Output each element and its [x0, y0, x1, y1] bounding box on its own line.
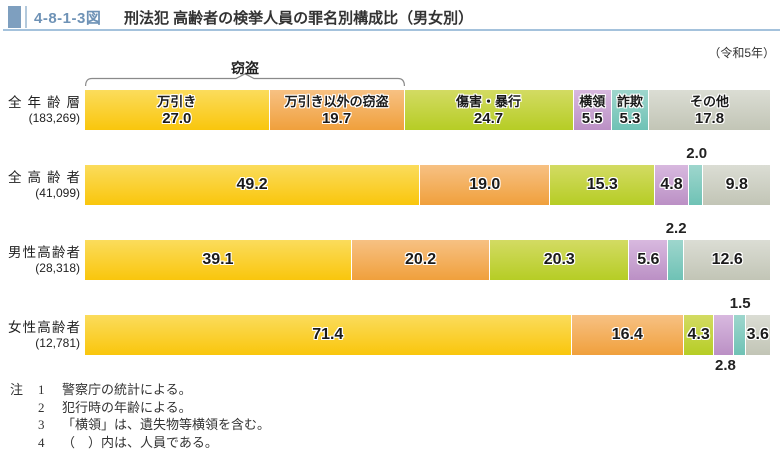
row-count: (41,099) [35, 185, 80, 200]
row-name: 女性高齢者 [8, 319, 80, 335]
segment-value-label: 16.4 [611, 326, 643, 343]
bar-segment: 4.3 [684, 315, 714, 355]
row-name: 男性高齢者 [8, 244, 80, 260]
footnote-number: 2 [38, 399, 45, 415]
segment-value-label-outside: 2.0 [686, 145, 708, 162]
figure-header: 4-8-1-3図 刑法犯 高齢者の検挙人員の罪名別構成比（男女別） [0, 0, 783, 31]
row-label: 全高齢者 (41,099) [0, 165, 80, 205]
figure-number: 4-8-1-3図 [34, 10, 102, 27]
bar-row: 全年齢層 (183,269) 万引き 27.0 万引き以外の窃盗 19.7 傷害・暴行 24.… [0, 90, 783, 130]
footnote-text: 「横領」は、遺失物等横領を含む。 [62, 417, 271, 432]
row-label: 全年齢層 (183,269) [0, 90, 80, 130]
segment-value-label: 5.5 [581, 109, 603, 127]
segment-value-label: 49.2 [236, 176, 268, 193]
bar-segment: 4.8 [655, 165, 688, 205]
bar-segment [668, 240, 684, 280]
segment-name-label: その他 [689, 93, 729, 109]
segment-value-label-outside: 2.2 [665, 220, 687, 237]
footnotes: 注 1 警察庁の統計による。 2 犯行時の年齢による。 3 「横領」は、遺失物等… [10, 381, 270, 451]
footnote-number: 1 [38, 382, 45, 397]
segment-value-label-outside: 1.5 [729, 295, 751, 312]
segment-name-label: 傷害・暴行 [456, 93, 522, 109]
segment-value-label: 17.8 [694, 109, 725, 127]
row-name: 全年齢層 [8, 94, 80, 110]
bar-segment [688, 165, 703, 205]
segment-value-label: 12.6 [711, 251, 743, 268]
bar-segment: 20.2 [351, 240, 490, 280]
theft-bracket-label: 窃盗 [231, 60, 259, 76]
footnote-line: 4 （ ）内は、人員である。 [10, 434, 270, 452]
segment-value-label: 20.3 [543, 251, 575, 268]
bar-segment: 3.6 [745, 315, 770, 355]
row-count: (28,318) [35, 260, 80, 275]
theft-bracket [85, 73, 405, 87]
bar-segment: 万引き以外の窃盗 19.7 [269, 90, 404, 130]
segment-value-label: 24.7 [473, 109, 504, 127]
bar-segment [734, 315, 745, 355]
bar-segment: 5.6 [629, 240, 668, 280]
footnote-number: 3 [38, 417, 45, 432]
bar-segment: 傷害・暴行 24.7 [404, 90, 573, 130]
stacked-bar-chart: 全年齢層 (183,269) 万引き 27.0 万引き以外の窃盗 19.7 傷害・暴行 24.… [0, 60, 783, 374]
segment-value-label: 3.6 [746, 326, 769, 343]
segment-value-label: 19.0 [469, 176, 501, 193]
stacked-bar: 49.2 19.0 15.3 4.8 9.8 [85, 165, 771, 205]
footnote-line: 注 1 警察庁の統計による。 [10, 381, 270, 399]
bar-segment: 16.4 [571, 315, 684, 355]
row-count: (183,269) [28, 110, 80, 125]
footnote-text: 犯行時の年齢による。 [62, 399, 192, 415]
segment-value-label-outside: 2.8 [715, 357, 736, 374]
bar-segment: 万引き 27.0 [85, 90, 269, 130]
segment-value-label: 71.4 [312, 326, 344, 343]
segment-value-label: 39.1 [202, 251, 234, 268]
segment-value-label: 27.0 [162, 109, 192, 127]
bar-segment: 20.3 [490, 240, 629, 280]
header-underline [3, 29, 780, 31]
figure-title: 刑法犯 高齢者の検挙人員の罪名別構成比（男女別） [124, 10, 474, 27]
bar-row: 女性高齢者 (12,781) 2.8 1.5 71.4 16.4 4.3 3.6 [0, 295, 783, 374]
row-label: 女性高齢者 (12,781) [0, 315, 80, 355]
row-count: (12,781) [35, 335, 80, 350]
row-name: 全高齢者 [8, 169, 80, 185]
footnote-text: （ ）内は、人員である。 [62, 434, 218, 450]
bar-segment: 39.1 [85, 240, 351, 280]
footnote-prefix: 注 [10, 382, 24, 397]
stacked-bar: 71.4 16.4 4.3 3.6 [85, 315, 770, 355]
year-note: （令和5年） [708, 46, 775, 60]
stacked-bar: 39.1 20.2 20.3 5.6 12.6 [85, 240, 770, 280]
bar-row: 男性高齢者 (28,318) 2.2 39.1 20.2 20.3 5.6 12.6 [0, 220, 783, 280]
bar-segment: 19.0 [420, 165, 550, 205]
header-accent-square-icon [8, 6, 21, 28]
bar-segment: 15.3 [550, 165, 655, 205]
segment-value-label: 15.3 [586, 176, 618, 193]
segment-name-label: 横領 [579, 93, 606, 109]
segment-value-label: 5.6 [637, 251, 660, 268]
bar-segment: 横領 5.5 [573, 90, 611, 130]
bar-segment [714, 315, 734, 355]
row-label: 男性高齢者 (28,318) [0, 240, 80, 280]
bar-segment: 詐欺 5.3 [611, 90, 648, 130]
stacked-bar: 万引き 27.0 万引き以外の窃盗 19.7 傷害・暴行 24.7 横領 5.5 詐欺 5.3 その… [85, 90, 770, 130]
segment-value-label: 20.2 [404, 251, 437, 268]
segment-name-label: 万引き [157, 93, 197, 109]
segment-value-label: 4.3 [687, 326, 710, 343]
footnote-number: 4 [38, 434, 45, 450]
segment-name-label: 万引き以外の窃盗 [284, 93, 389, 109]
bar-segment: 71.4 [85, 315, 571, 355]
bar-row: 全高齢者 (41,099) 2.0 49.2 19.0 15.3 4.8 9.8 [0, 145, 783, 205]
bar-segment: 49.2 [85, 165, 420, 205]
footnote-line: 2 犯行時の年齢による。 [10, 399, 270, 417]
segment-value-label: 5.3 [619, 109, 641, 127]
footnote-line: 3 「横領」は、遺失物等横領を含む。 [10, 416, 270, 434]
segment-name-label: 詐欺 [616, 93, 643, 109]
bar-segment: 9.8 [703, 165, 771, 205]
footnote-text: 警察庁の統計による。 [62, 382, 192, 397]
bar-segment: その他 17.8 [648, 90, 770, 130]
bar-segment: 12.6 [684, 240, 770, 280]
segment-value-label: 19.7 [321, 109, 352, 127]
segment-value-label: 9.8 [725, 176, 748, 193]
header-accent-tick-icon [25, 6, 27, 28]
segment-value-label: 4.8 [660, 176, 683, 193]
